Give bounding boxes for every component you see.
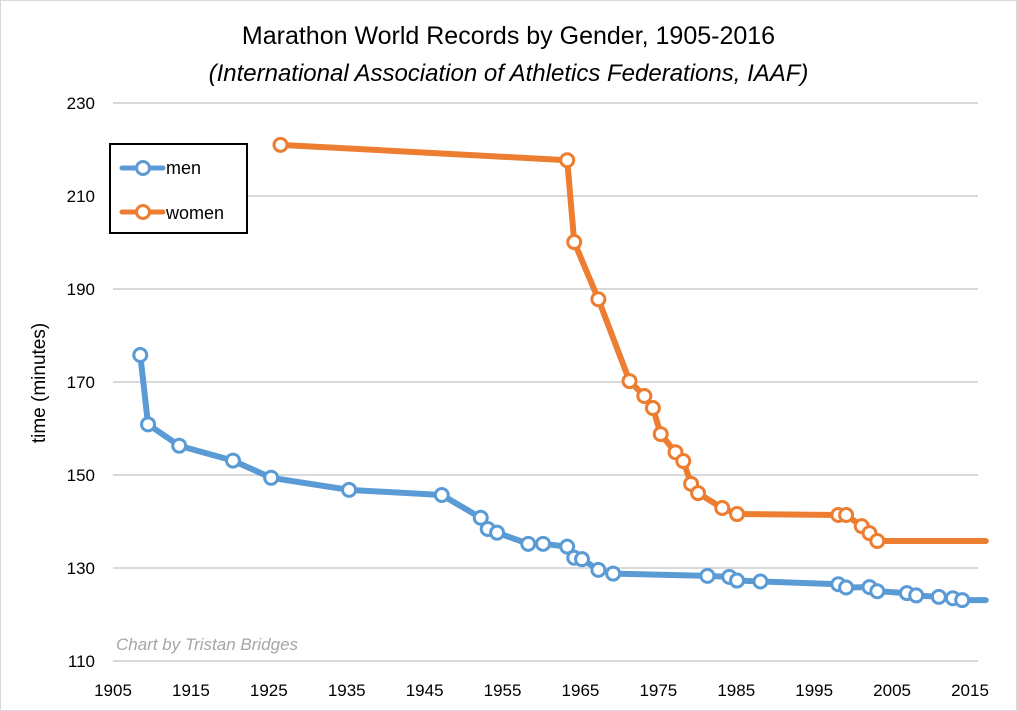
data-point-men-17 [699,567,716,584]
chart-credit: Chart by Tristan Bridges [116,635,299,654]
y-tick-label: 190 [67,280,95,299]
y-axis-ticks: 110 130 150 170 190 210 230 [67,94,95,671]
data-point-men-24 [869,583,886,600]
data-point-women-7 [652,426,669,443]
x-tick-label: 1995 [795,681,833,700]
data-point-men-2 [171,437,188,454]
data-point-women-12 [714,500,731,517]
data-point-men-22 [838,579,855,596]
x-tick-label: 1905 [94,681,132,700]
x-tick-label: 1985 [717,681,755,700]
data-point-men-9 [489,524,506,541]
x-axis-ticks: 1905 1915 1925 1935 1945 1955 1965 1975 1985 1995… [94,681,989,700]
chart-subtitle: (International Association of Athletics … [208,60,809,87]
legend-women-label: women [165,203,224,223]
y-tick-label: 230 [67,94,95,113]
y-tick-label: 170 [67,373,95,392]
data-point-men-19 [729,572,746,589]
x-tick-label: 2005 [873,681,911,700]
data-point-women-13 [729,506,746,523]
data-point-women-1 [559,152,576,169]
data-point-women-18 [869,533,886,550]
data-point-men-11 [535,535,552,552]
data-point-men-0 [132,347,149,364]
data-point-men-16 [605,565,622,582]
data-point-women-9 [675,453,692,470]
data-point-men-5 [341,481,358,498]
x-tick-label: 1975 [639,681,677,700]
data-point-women-2 [566,234,583,251]
data-point-women-0 [272,136,289,153]
data-point-women-15 [838,506,855,523]
legend-box [109,143,248,234]
data-point-men-10 [520,535,537,552]
y-axis-label: time (minutes) [29,323,50,443]
y-tick-label: 110 [68,652,95,671]
x-tick-label: 1945 [406,681,444,700]
x-tick-label: 2015 [951,681,989,700]
legend-women-marker [135,204,151,220]
series-men [132,347,989,609]
data-point-men-1 [140,416,157,433]
data-point-men-27 [930,588,947,605]
series-layer [132,136,989,609]
x-tick-label: 1915 [172,681,210,700]
data-point-men-15 [590,561,607,578]
data-point-women-3 [590,291,607,308]
data-point-men-3 [224,452,241,469]
x-tick-label: 1935 [328,681,366,700]
data-point-women-11 [690,485,707,502]
y-tick-label: 130 [67,559,95,578]
data-point-men-20 [752,573,769,590]
x-tick-label: 1955 [484,681,522,700]
x-tick-label: 1925 [250,681,288,700]
gridlines [113,102,978,662]
data-point-men-14 [574,551,591,568]
legend-men-marker [135,160,151,176]
series-line-women [277,141,989,545]
legend: men women [109,143,248,234]
series-women [272,136,989,550]
data-point-women-5 [636,387,653,404]
data-point-men-26 [908,587,925,604]
data-point-men-7 [472,509,489,526]
data-point-women-6 [644,400,661,417]
data-point-men-29 [954,592,971,609]
y-tick-label: 210 [67,187,95,206]
data-point-men-4 [263,469,280,486]
y-tick-label: 150 [67,466,95,485]
x-tick-label: 1965 [562,681,600,700]
legend-men-label: men [166,158,201,178]
data-point-men-12 [559,538,576,555]
data-point-men-6 [433,486,450,503]
chart-title: Marathon World Records by Gender, 1905-2… [241,22,776,50]
data-point-women-4 [621,373,638,390]
